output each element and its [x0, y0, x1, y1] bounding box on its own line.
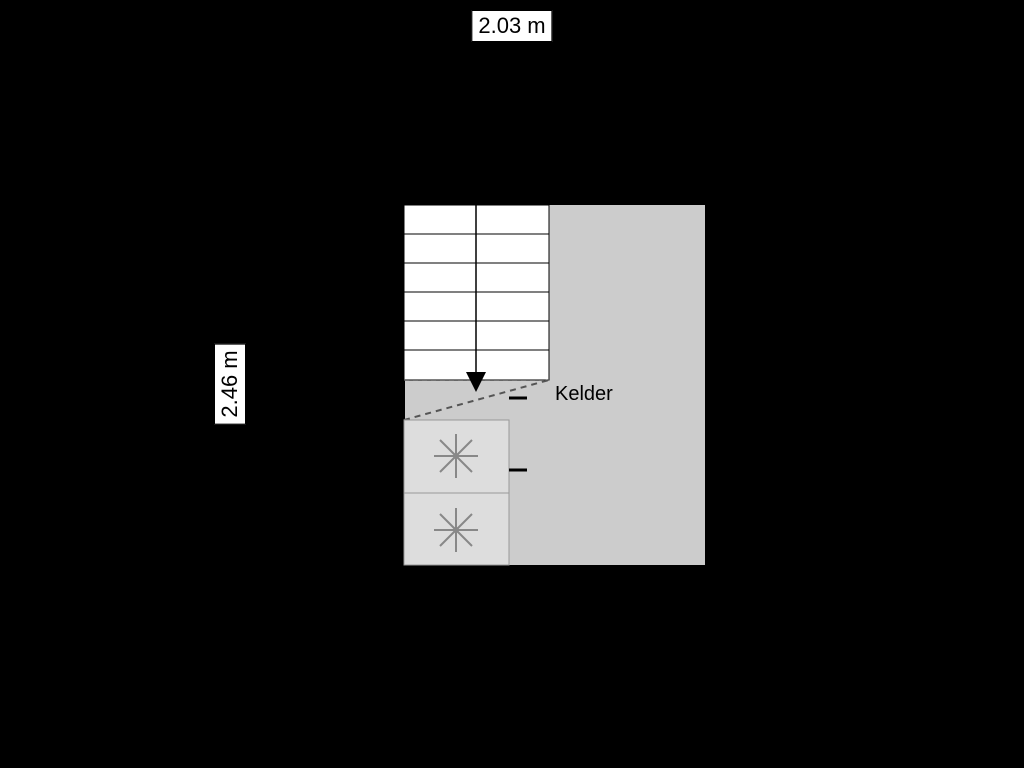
- appliance-panel: [404, 420, 527, 565]
- room-label: Kelder: [555, 383, 613, 405]
- stairs: [404, 205, 549, 392]
- floorplan-stage: 2.03 m 2.46 m: [0, 0, 1024, 768]
- fan-icon: [434, 434, 478, 478]
- fan-icon: [434, 508, 478, 552]
- floorplan-svg: Kelder: [0, 0, 1024, 768]
